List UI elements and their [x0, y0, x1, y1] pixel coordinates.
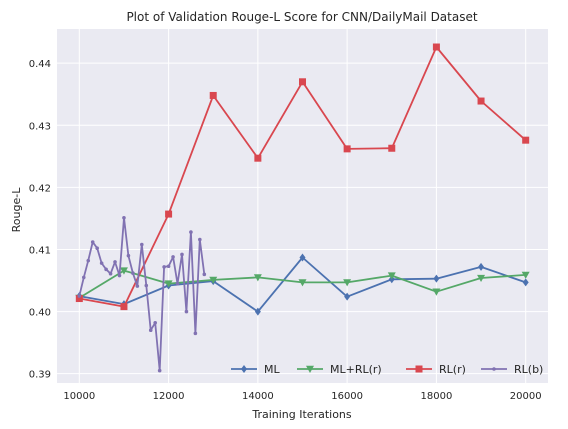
data-point: [162, 265, 166, 269]
y-tick-label: 0.44: [29, 59, 51, 70]
legend: ML ML+RL(r) RL(r) RL(b): [231, 363, 543, 376]
chart-title: Plot of Validation Rouge-L Score for CNN…: [126, 10, 477, 24]
data-point: [153, 320, 157, 325]
data-point: [122, 216, 126, 220]
legend-entry: ML: [231, 363, 280, 376]
data-point: [77, 294, 82, 298]
data-point: [171, 255, 175, 259]
data-point: [254, 154, 262, 162]
plot-area: [57, 29, 548, 383]
data-point: [104, 267, 108, 272]
y-axis-label: Rouge-L: [10, 187, 23, 233]
data-point: [522, 278, 529, 287]
data-point: [165, 210, 173, 218]
x-tick-label: 10000: [63, 391, 95, 402]
data-point: [140, 242, 144, 247]
data-point: [86, 258, 91, 263]
data-point: [189, 230, 193, 234]
x-tick-label: 16000: [331, 391, 363, 402]
data-point: [75, 295, 83, 303]
legend-marker: [306, 365, 314, 373]
data-point: [175, 281, 180, 286]
data-point: [193, 331, 198, 336]
data-point: [99, 261, 104, 265]
data-point: [144, 283, 149, 288]
tick-labels: 10000 12000 14000 16000 18000 20000 0.39 0.40 0.…: [29, 59, 542, 402]
series-ml-rl-r-: [75, 267, 530, 302]
legend-entry: RL(b): [481, 363, 543, 376]
data-point: [209, 276, 218, 284]
x-tick-label: 18000: [421, 391, 453, 402]
data-point: [432, 43, 440, 51]
legend-label: RL(b): [514, 363, 543, 376]
data-point: [433, 274, 440, 283]
data-point: [90, 240, 95, 244]
x-tick-label: 12000: [153, 391, 185, 402]
data-point: [135, 284, 140, 288]
data-point: [299, 253, 306, 262]
data-point: [299, 78, 306, 86]
data-point: [126, 253, 131, 258]
data-point: [522, 136, 530, 144]
series-rl-b-: [77, 216, 207, 373]
legend-label: RL(r): [439, 363, 466, 376]
y-tick-label: 0.42: [29, 183, 51, 194]
data-point: [119, 267, 128, 275]
legend-label: ML: [264, 363, 280, 376]
data-point: [343, 145, 351, 153]
y-tick-label: 0.43: [29, 121, 51, 132]
data-point: [254, 307, 261, 316]
data-point: [477, 274, 486, 283]
data-point: [253, 274, 262, 282]
data-point: [95, 246, 99, 251]
data-point: [164, 280, 173, 288]
x-axis-label: Training Iterations: [251, 408, 352, 421]
y-tick-label: 0.41: [29, 245, 51, 256]
data-point: [117, 273, 122, 278]
data-point: [387, 272, 396, 280]
data-point: [521, 271, 530, 279]
data-point: [131, 271, 135, 275]
data-point: [202, 272, 207, 277]
y-tick-label: 0.40: [29, 308, 51, 319]
data-point: [432, 288, 441, 296]
x-tick-label: 20000: [510, 391, 542, 402]
data-point: [157, 368, 162, 373]
data-point: [184, 309, 189, 314]
data-point: [478, 262, 485, 271]
data-point: [148, 328, 153, 333]
data-point: [388, 144, 396, 152]
data-point: [113, 260, 117, 264]
legend-label: ML+RL(r): [330, 363, 382, 376]
data-point: [298, 279, 307, 287]
legend-entry: ML+RL(r): [297, 363, 382, 376]
grid-lines: [57, 29, 548, 383]
legend-entry: RL(r): [406, 363, 466, 376]
legend-marker: [492, 367, 496, 371]
data-point: [166, 264, 171, 269]
data-point: [108, 271, 113, 276]
data-point: [344, 292, 351, 301]
series-rl-r-: [75, 43, 530, 311]
data-point: [180, 252, 184, 257]
legend-marker: [415, 365, 423, 373]
data-point: [477, 97, 485, 105]
data-point: [120, 303, 128, 311]
series-layer: [75, 43, 530, 373]
data-point: [209, 91, 217, 99]
data-point: [343, 279, 352, 287]
data-point: [81, 275, 86, 280]
legend-marker: [241, 365, 247, 373]
y-tick-label: 0.39: [29, 370, 51, 381]
x-tick-label: 14000: [242, 391, 274, 402]
data-point: [198, 237, 202, 242]
